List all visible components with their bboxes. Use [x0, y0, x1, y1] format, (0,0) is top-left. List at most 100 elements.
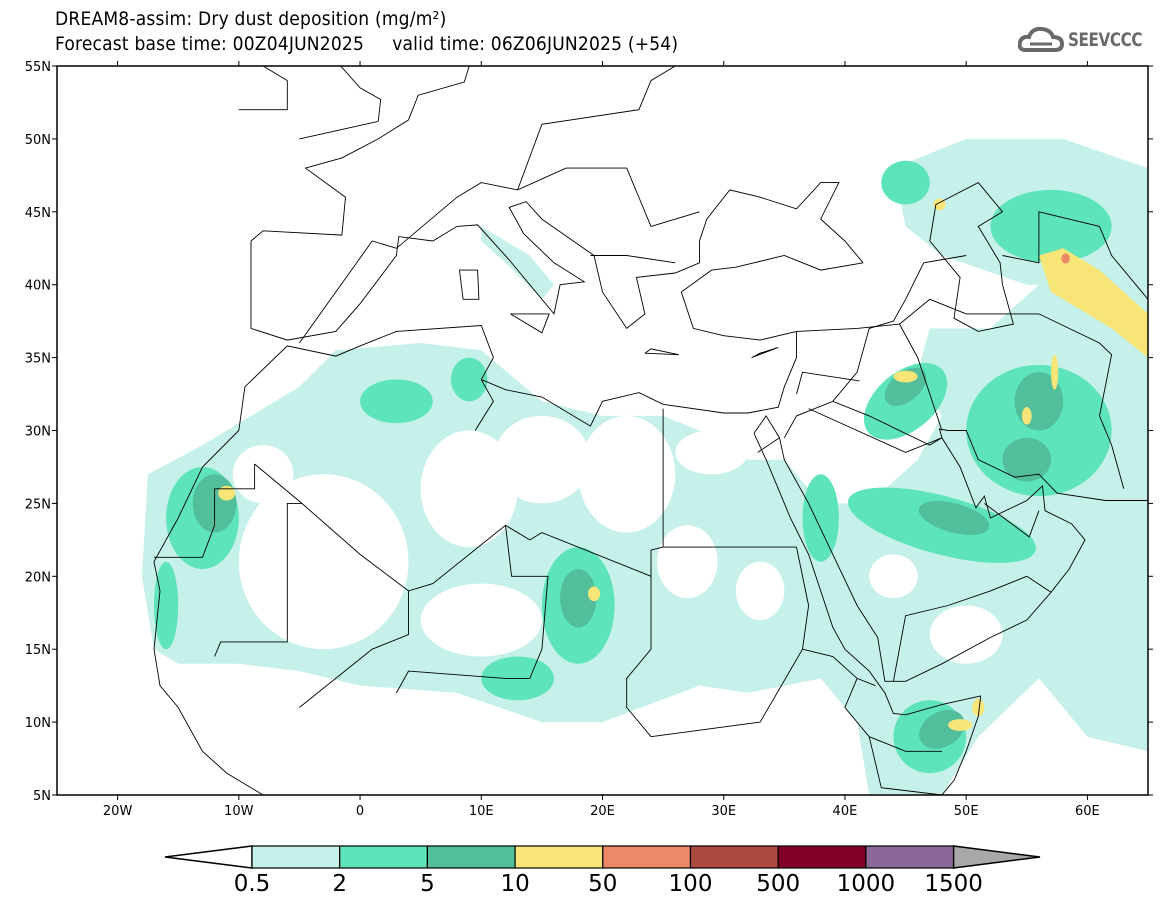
dust-level-50-100 — [1061, 253, 1070, 264]
boundary-line — [832, 299, 906, 402]
dust-level-2-5 — [360, 379, 433, 424]
lat-label: 40N — [25, 279, 51, 294]
boundary-line — [869, 736, 942, 752]
colorbar-label: 5 — [420, 871, 435, 897]
lon-label: 30E — [711, 804, 736, 819]
boundary-line — [808, 408, 943, 453]
dust-level-2-5 — [966, 364, 1112, 497]
lon-label: 10W — [224, 804, 254, 819]
boundary-line — [1002, 211, 1148, 300]
boundary-line — [899, 323, 943, 431]
colorbar-label: 50 — [588, 871, 617, 897]
dust-level-10-50 — [1051, 354, 1059, 390]
lat-label: 35N — [25, 352, 51, 367]
dust-level-2-5 — [990, 189, 1112, 263]
lat-label: 30N — [25, 425, 51, 440]
lon-label: 20W — [103, 804, 133, 819]
boundary-line — [154, 464, 256, 558]
boundary-line — [626, 576, 652, 737]
dust-level-5-10 — [1002, 437, 1052, 482]
colorbar-label: 1500 — [924, 871, 983, 897]
dust-level-10-50 — [893, 370, 918, 383]
lon-label: 40E — [833, 804, 858, 819]
lat-label: 5N — [33, 789, 51, 804]
lat-label: 20N — [25, 570, 51, 585]
logo-text: SEEVCCC — [1068, 29, 1143, 51]
boundary-line — [214, 502, 302, 657]
colorbar: 0.5 2 5 10 50 100 500 1000 1500 — [164, 845, 1041, 897]
boundary-line — [458, 269, 480, 300]
dust-level-2-5 — [450, 357, 488, 402]
dust-level-2-5 — [881, 160, 930, 205]
dust-level-10-50 — [933, 198, 946, 211]
no-deposition-area — [929, 605, 1003, 664]
colorbar-label: 1000 — [837, 871, 896, 897]
colorbar-bin — [251, 845, 341, 869]
colorbar-bin — [514, 845, 604, 869]
dust-level-10-50 — [218, 485, 236, 501]
boundary-line — [517, 66, 677, 191]
boundary-line — [779, 428, 1148, 682]
colorbar-bin — [339, 845, 429, 869]
no-deposition-area — [657, 525, 718, 599]
boundary-line — [753, 415, 781, 453]
no-deposition-area — [869, 554, 918, 599]
boundary-line — [299, 167, 700, 344]
boundary-line — [796, 323, 900, 332]
colorbar-over-arrow — [952, 845, 1041, 869]
boundary-line — [751, 346, 779, 359]
no-deposition-area — [420, 430, 518, 548]
no-deposition-area — [493, 415, 591, 504]
no-deposition-area — [735, 561, 785, 621]
colorbar-bin — [689, 845, 779, 869]
boundary-line — [299, 590, 409, 708]
boundary-line — [753, 433, 982, 795]
boundary-line — [802, 648, 876, 687]
lon-label: 0 — [356, 804, 364, 819]
boundary-line — [474, 379, 494, 431]
lat-label: 15N — [25, 643, 51, 658]
colorbar-bin — [865, 845, 955, 869]
colorbar-label: 2 — [332, 871, 347, 897]
boundary-line — [250, 66, 470, 242]
dust-level-10-50 — [587, 586, 601, 602]
boundary-line — [892, 575, 1052, 682]
no-deposition-area — [784, 335, 858, 409]
dust-level-10-50 — [1038, 248, 1148, 358]
dust-level-5-10 — [560, 569, 597, 628]
boundary-line — [644, 348, 679, 356]
map-axes: 55N 50N 45N 40N 35N 30N 25N 20N 15N 10N 5N 20W 10W 0 1… — [25, 60, 1153, 819]
dust-level-10-50 — [947, 719, 973, 731]
lat-label: 45N — [25, 206, 51, 221]
boundary-line — [783, 400, 943, 446]
dust-level-2-5 — [802, 474, 839, 562]
lon-label: 10E — [469, 804, 494, 819]
lat-label: 50N — [25, 133, 51, 148]
colorbar-label: 100 — [669, 871, 713, 897]
no-deposition-area — [420, 583, 542, 657]
boundary-line — [899, 298, 1125, 489]
colorbar-label: 10 — [500, 871, 529, 897]
dust-level-10-50 — [1021, 407, 1032, 425]
colorbar-bin — [602, 845, 692, 869]
no-deposition-area — [232, 445, 294, 504]
deposition-field — [141, 138, 1148, 795]
dust-level-5-10 — [919, 709, 965, 749]
boundary-line — [796, 371, 860, 395]
boundary-line — [590, 255, 676, 264]
boundary-line — [250, 182, 864, 341]
colorbar-label: 500 — [756, 871, 800, 897]
colorbar-bin — [777, 845, 867, 869]
boundary-line — [153, 255, 864, 795]
boundary-line — [254, 463, 797, 592]
lon-label: 20E — [590, 804, 615, 819]
no-deposition-area — [578, 415, 676, 533]
colorbar-bin — [426, 845, 516, 869]
colorbar-label: 0.5 — [234, 871, 271, 897]
dust-level-0.5-2 — [481, 226, 554, 300]
forecast-time-line: Forecast base time: 00Z04JUN2025 valid t… — [55, 33, 679, 55]
no-deposition-area — [238, 474, 409, 650]
coastlines-borders — [153, 66, 1148, 795]
boundary-line — [929, 182, 1014, 332]
